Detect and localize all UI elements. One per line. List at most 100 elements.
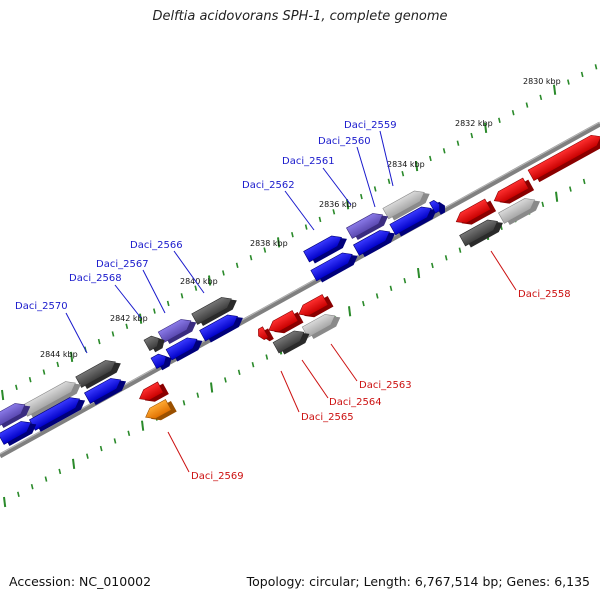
gene-arrow-face bbox=[353, 230, 391, 256]
gene-label-daci-2566[interactable]: Daci_2566 bbox=[130, 240, 183, 251]
scale-tick bbox=[569, 186, 572, 192]
scale-tick bbox=[458, 247, 462, 253]
scale-tick bbox=[180, 293, 184, 299]
gene-arrow-face bbox=[150, 353, 167, 370]
scale-tick bbox=[594, 64, 598, 70]
gene-label-daci-2570[interactable]: Daci_2570 bbox=[15, 301, 68, 312]
gene-arrow[interactable] bbox=[310, 247, 361, 284]
scale-tick bbox=[56, 361, 60, 368]
gene-arrow[interactable] bbox=[527, 129, 600, 184]
scale-tick bbox=[99, 445, 103, 452]
scale-tick bbox=[58, 468, 62, 475]
scale-tick bbox=[442, 148, 446, 154]
gene-arrow[interactable] bbox=[346, 208, 390, 242]
scale-tick bbox=[1, 389, 5, 401]
leader-line-2558 bbox=[490, 250, 517, 291]
scale-tick bbox=[72, 458, 76, 469]
gene-arrow-face bbox=[498, 198, 536, 224]
leader-line-2569 bbox=[167, 431, 190, 473]
leader-line-2561 bbox=[322, 167, 352, 206]
gene-arrow[interactable] bbox=[296, 293, 334, 323]
gene-arrow[interactable] bbox=[143, 398, 177, 427]
scale-tick bbox=[17, 491, 20, 498]
gene-arrow-face bbox=[303, 235, 342, 263]
gene-arrow[interactable] bbox=[429, 197, 448, 217]
gene-arrow-face bbox=[272, 330, 305, 354]
gene-arrow[interactable] bbox=[453, 197, 497, 230]
gene-arrow[interactable] bbox=[0, 398, 33, 430]
scale-tick bbox=[44, 476, 48, 482]
gene-label-daci-2568[interactable]: Daci_2568 bbox=[69, 273, 122, 284]
gene-label-daci-2564[interactable]: Daci_2564 bbox=[329, 397, 382, 408]
gene-arrow[interactable] bbox=[75, 355, 124, 391]
gene-arrow-face bbox=[268, 310, 299, 332]
gene-label-daci-2558[interactable]: Daci_2558 bbox=[518, 289, 571, 300]
scale-tick bbox=[403, 278, 407, 284]
gene-arrow[interactable] bbox=[389, 201, 440, 238]
gene-arrow[interactable] bbox=[143, 331, 167, 354]
gene-label-daci-2562[interactable]: Daci_2562 bbox=[242, 180, 295, 191]
gene-arrow[interactable] bbox=[256, 325, 274, 345]
scale-tick bbox=[263, 247, 267, 253]
leader-line-2563 bbox=[330, 343, 358, 382]
gene-arrow[interactable] bbox=[491, 176, 535, 209]
gene-label-daci-2560[interactable]: Daci_2560 bbox=[318, 136, 371, 147]
gene-arrow-face bbox=[298, 294, 329, 316]
scale-tick bbox=[541, 201, 545, 208]
scale-tick bbox=[373, 186, 377, 192]
scale-tick bbox=[567, 79, 570, 85]
scale-tick bbox=[484, 122, 488, 134]
scale-tick bbox=[28, 377, 32, 383]
scale-tick bbox=[332, 209, 336, 215]
gene-label-daci-2565[interactable]: Daci_2565 bbox=[301, 412, 354, 423]
scale-tick bbox=[210, 382, 214, 393]
gene-label-daci-2567[interactable]: Daci_2567 bbox=[96, 259, 149, 270]
gene-arrow-face bbox=[191, 297, 232, 325]
gene-arrow[interactable] bbox=[459, 214, 506, 249]
scale-tick bbox=[15, 384, 18, 391]
accession-text: Accession: NC_010002 bbox=[9, 574, 152, 589]
scale-tick bbox=[304, 224, 308, 230]
gene-arrow[interactable] bbox=[84, 373, 128, 407]
leader-line-2568 bbox=[114, 284, 142, 319]
gene-arrow-face bbox=[389, 206, 432, 236]
scale-tick bbox=[470, 132, 474, 139]
scale-tick bbox=[456, 140, 460, 146]
gene-arrow-face bbox=[199, 314, 238, 342]
gene-arrow[interactable] bbox=[266, 309, 304, 339]
scale-label-2830: 2830 kbp bbox=[523, 77, 561, 86]
scale-tick bbox=[153, 308, 156, 314]
gene-label-daci-2561[interactable]: Daci_2561 bbox=[282, 156, 335, 167]
gene-arrow[interactable] bbox=[191, 292, 240, 328]
scale-tick bbox=[196, 392, 200, 398]
scale-tick bbox=[97, 338, 101, 345]
scale-tick bbox=[222, 270, 225, 276]
scale-tick bbox=[525, 102, 529, 108]
scale-tick bbox=[429, 155, 432, 162]
scale-tick bbox=[3, 496, 7, 508]
scale-tick bbox=[389, 285, 393, 292]
scale-tick bbox=[127, 430, 131, 437]
gene-arrow[interactable] bbox=[303, 230, 350, 265]
scale-tick bbox=[401, 171, 405, 177]
scale-tick bbox=[444, 255, 448, 261]
gene-arrow[interactable] bbox=[137, 380, 169, 408]
gene-arrow[interactable] bbox=[199, 309, 246, 344]
gene-label-daci-2559[interactable]: Daci_2559 bbox=[344, 120, 397, 131]
gene-arrow[interactable] bbox=[0, 416, 39, 448]
gene-arrow[interactable] bbox=[150, 349, 174, 372]
gene-arrow-face bbox=[493, 177, 530, 203]
scale-tick bbox=[277, 237, 281, 248]
map-title: Delftia acidovorans SPH-1, complete geno… bbox=[152, 9, 448, 24]
gene-arrow[interactable] bbox=[353, 225, 397, 259]
gene-label-daci-2569[interactable]: Daci_2569 bbox=[191, 471, 244, 482]
gene-label-daci-2563[interactable]: Daci_2563 bbox=[359, 380, 412, 391]
scale-label-2842: 2842 kbp bbox=[110, 314, 148, 323]
scale-tick bbox=[141, 420, 145, 431]
scale-tick bbox=[30, 484, 34, 490]
scale-tick bbox=[194, 285, 198, 291]
gene-arrow[interactable] bbox=[272, 325, 312, 356]
gene-arrow[interactable] bbox=[498, 193, 542, 227]
leader-line-2567 bbox=[142, 269, 166, 314]
